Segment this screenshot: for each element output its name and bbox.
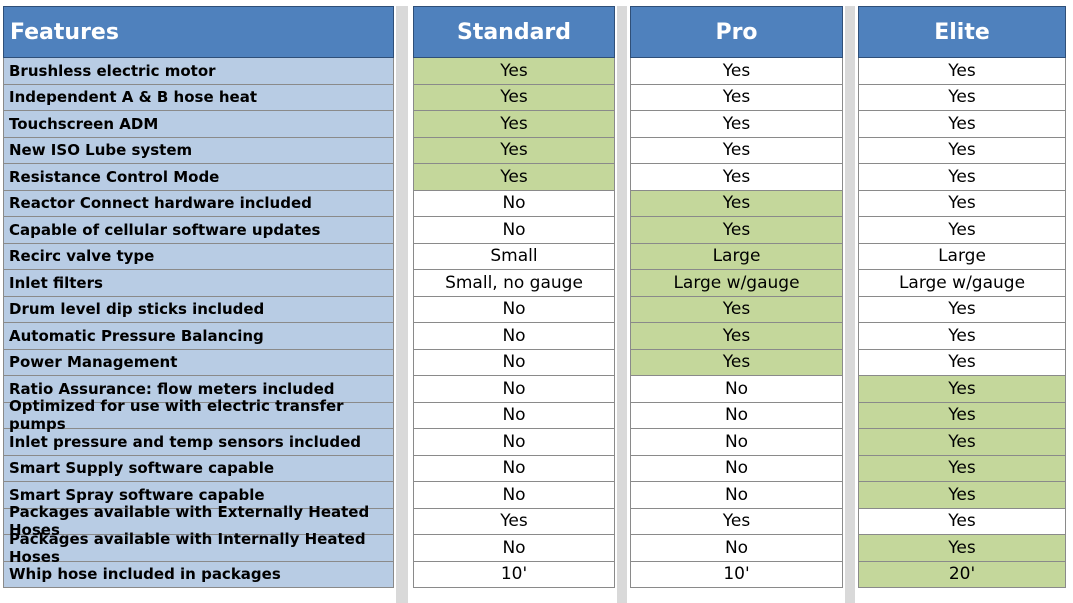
feature-cell: Capable of cellular software updates — [3, 217, 394, 244]
standard-cell: Yes — [413, 84, 615, 111]
pro-cell: No — [630, 402, 843, 429]
pro-cell: Yes — [630, 137, 843, 164]
feature-cell: Smart Spray software capable — [3, 482, 394, 509]
features-column: Features Brushless electric motor Indepen… — [3, 6, 394, 588]
elite-cell: Yes — [858, 296, 1066, 323]
pro-cell: Yes — [630, 217, 843, 244]
feature-cell: Smart Supply software capable — [3, 455, 394, 482]
feature-cell: Drum level dip sticks included — [3, 296, 394, 323]
pro-cell: No — [630, 429, 843, 456]
pro-cell: Yes — [630, 111, 843, 138]
standard-cell: No — [413, 482, 615, 509]
elite-cell: Yes — [858, 137, 1066, 164]
feature-cell: Brushless electric motor — [3, 58, 394, 85]
elite-cell: Yes — [858, 58, 1066, 85]
pro-cell: Large w/gauge — [630, 270, 843, 297]
feature-cell: Independent A & B hose heat — [3, 84, 394, 111]
pro-cell: Large — [630, 243, 843, 270]
elite-cell: Yes — [858, 402, 1066, 429]
standard-cell: 10' — [413, 561, 615, 588]
standard-cell: Yes — [413, 164, 615, 191]
standard-cell: Yes — [413, 508, 615, 535]
elite-cell: Yes — [858, 455, 1066, 482]
pro-cell: No — [630, 482, 843, 509]
feature-cell: Ratio Assurance: flow meters included — [3, 376, 394, 403]
elite-cell: Yes — [858, 217, 1066, 244]
feature-cell: Recirc valve type — [3, 243, 394, 270]
standard-cell: Yes — [413, 137, 615, 164]
pro-column: Pro Yes Yes Yes Yes Yes Yes Yes Large Large w/ga… — [630, 6, 843, 588]
standard-column: Standard Yes Yes Yes Yes Yes No No Small Small, … — [413, 6, 615, 588]
column-separator — [615, 6, 630, 603]
feature-cell: Touchscreen ADM — [3, 111, 394, 138]
standard-header: Standard — [413, 6, 615, 58]
pro-cell: Yes — [630, 508, 843, 535]
standard-cell: No — [413, 349, 615, 376]
feature-cell: Reactor Connect hardware included — [3, 190, 394, 217]
pro-cell: 10' — [630, 561, 843, 588]
elite-cell: Yes — [858, 164, 1066, 191]
standard-cell: No — [413, 429, 615, 456]
feature-cell: Whip hose included in packages — [3, 561, 394, 588]
pro-cell: Yes — [630, 58, 843, 85]
standard-cell: No — [413, 323, 615, 350]
elite-cell: Yes — [858, 84, 1066, 111]
elite-cell: Yes — [858, 111, 1066, 138]
pro-header: Pro — [630, 6, 843, 58]
standard-cell: No — [413, 535, 615, 562]
pro-cell: Yes — [630, 349, 843, 376]
elite-cell: Yes — [858, 535, 1066, 562]
elite-cell: Large w/gauge — [858, 270, 1066, 297]
pro-cell: Yes — [630, 190, 843, 217]
pro-cell: No — [630, 535, 843, 562]
feature-cell: Resistance Control Mode — [3, 164, 394, 191]
elite-column: Elite Yes Yes Yes Yes Yes Yes Yes Large Large w/… — [858, 6, 1066, 588]
elite-cell: Yes — [858, 190, 1066, 217]
standard-cell: No — [413, 296, 615, 323]
standard-cell: Small — [413, 243, 615, 270]
feature-cell: Power Management — [3, 349, 394, 376]
standard-cell: No — [413, 190, 615, 217]
pro-cell: Yes — [630, 84, 843, 111]
elite-cell: Yes — [858, 376, 1066, 403]
feature-cell: Packages available with Internally Heate… — [3, 530, 394, 566]
standard-cell: No — [413, 402, 615, 429]
elite-header: Elite — [858, 6, 1066, 58]
elite-cell: 20' — [858, 561, 1066, 588]
elite-cell: Yes — [858, 429, 1066, 456]
elite-cell: Yes — [858, 323, 1066, 350]
elite-cell: Yes — [858, 349, 1066, 376]
pro-cell: No — [630, 376, 843, 403]
feature-cell: Automatic Pressure Balancing — [3, 323, 394, 350]
features-header: Features — [3, 6, 394, 58]
standard-cell: No — [413, 376, 615, 403]
standard-cell: Small, no gauge — [413, 270, 615, 297]
standard-cell: No — [413, 217, 615, 244]
pro-cell: Yes — [630, 296, 843, 323]
column-separator — [394, 6, 413, 603]
standard-cell: No — [413, 455, 615, 482]
pro-cell: Yes — [630, 323, 843, 350]
elite-cell: Large — [858, 243, 1066, 270]
elite-cell: Yes — [858, 508, 1066, 535]
feature-cell: New ISO Lube system — [3, 137, 394, 164]
feature-cell: Inlet pressure and temp sensors included — [3, 429, 394, 456]
feature-cell: Packages available with Externally Heate… — [3, 503, 394, 539]
pro-cell: No — [630, 455, 843, 482]
feature-cell: Inlet filters — [3, 270, 394, 297]
column-separator — [843, 6, 858, 603]
standard-cell: Yes — [413, 111, 615, 138]
elite-cell: Yes — [858, 482, 1066, 509]
pro-cell: Yes — [630, 164, 843, 191]
standard-cell: Yes — [413, 58, 615, 85]
feature-cell: Optimized for use with electric transfer… — [3, 397, 394, 433]
